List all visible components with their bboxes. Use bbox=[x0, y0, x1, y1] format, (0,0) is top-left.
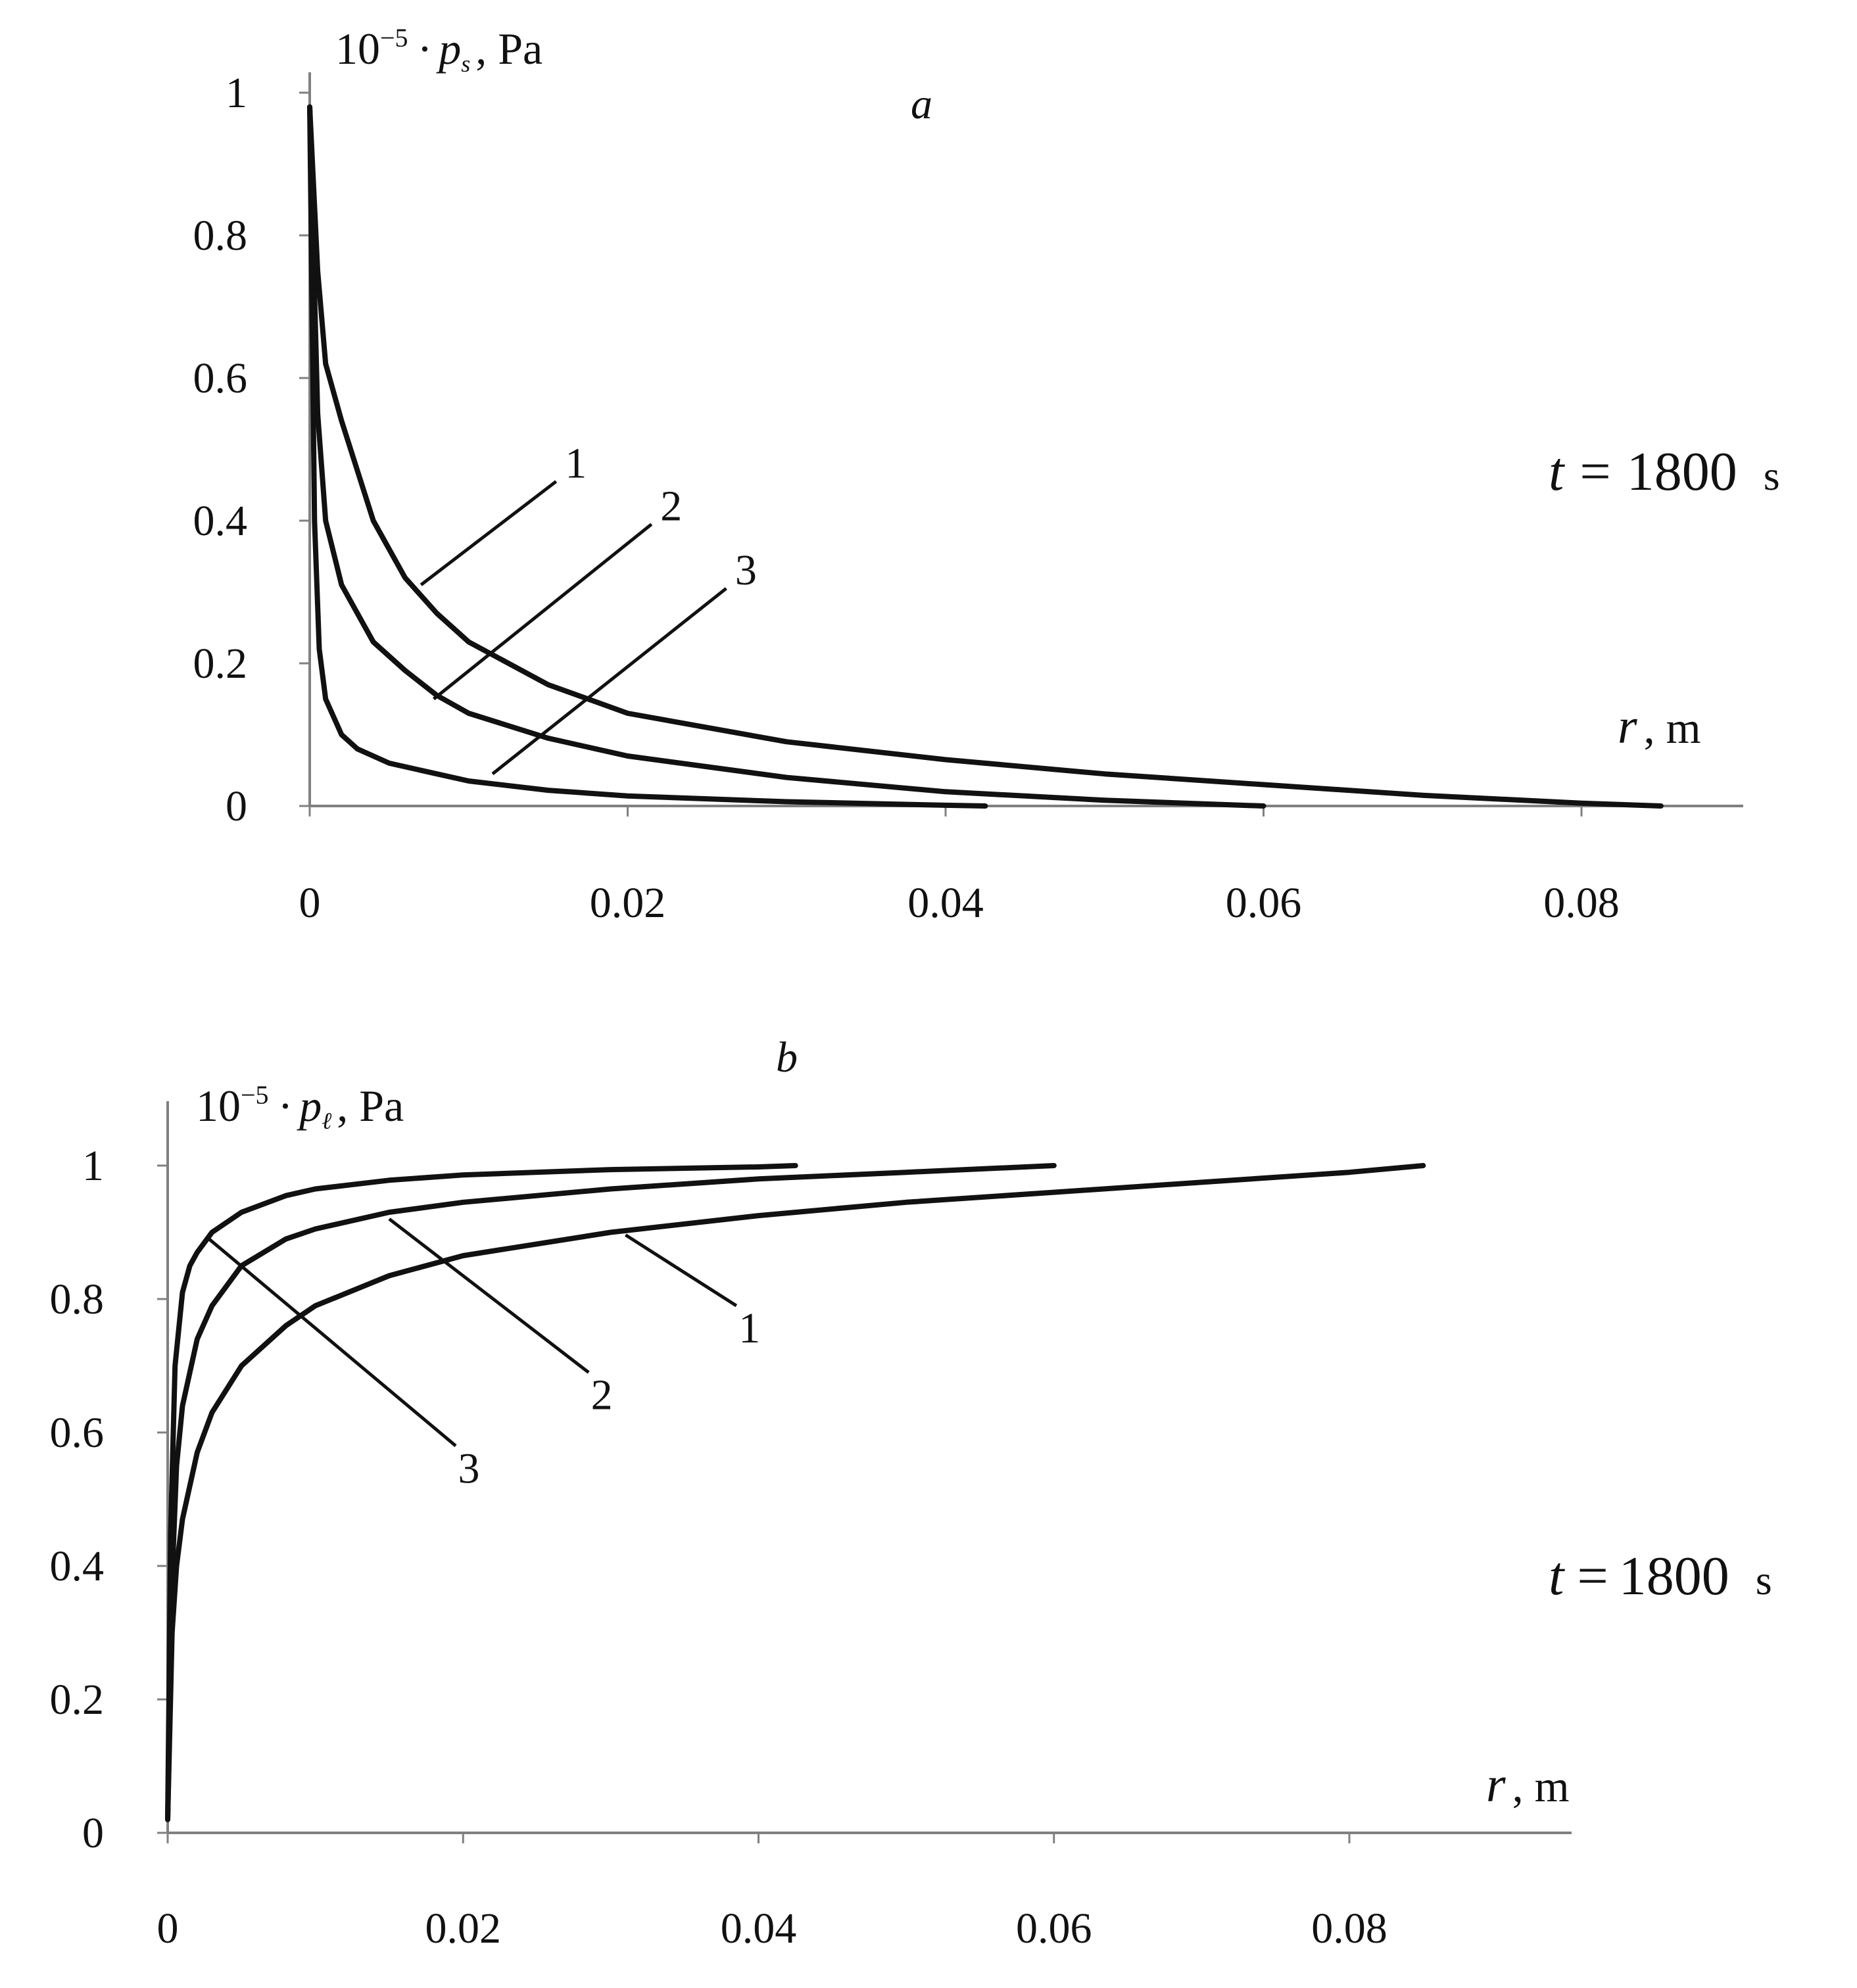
panel-a-axes bbox=[308, 72, 1743, 807]
panel-a-leader-lines: 1 2 3 bbox=[420, 439, 757, 776]
y-tick-label: 0.6 bbox=[193, 354, 248, 402]
panel-b-letter: b bbox=[776, 1033, 798, 1081]
leader-line-2 bbox=[388, 1218, 590, 1374]
x-tick-label: 0.02 bbox=[590, 879, 666, 927]
series-2-line bbox=[165, 1163, 1057, 1822]
y-tick-label: 0.4 bbox=[50, 1542, 105, 1590]
panel-b-time-annotation: t = 1800 s bbox=[1549, 1546, 1772, 1607]
panel-b-axes bbox=[166, 1101, 1572, 1834]
panel-a-ticks: 0 0.2 0.4 0.6 0.8 1 0 0.02 0.04 0.06 0.08 bbox=[193, 69, 1620, 927]
x-tick-label: 0.06 bbox=[1016, 1905, 1092, 1952]
x-tick-label: 0.08 bbox=[1543, 879, 1620, 927]
y-tick-label: 0.2 bbox=[193, 640, 248, 688]
y-tick-label: 0.8 bbox=[50, 1275, 105, 1323]
panel-a-curves bbox=[307, 104, 1664, 809]
series-label-2: 2 bbox=[660, 482, 682, 530]
x-tick-label: 0 bbox=[299, 879, 321, 927]
panel-b-xlabel: r, m bbox=[1486, 1757, 1569, 1812]
series-1-line bbox=[165, 1163, 1426, 1822]
y-tick-label: 1 bbox=[226, 69, 247, 117]
panel-a-letter: a bbox=[911, 80, 932, 128]
y-tick-label: 0 bbox=[82, 1809, 104, 1857]
series-3-line bbox=[165, 1163, 798, 1822]
leader-line-3 bbox=[491, 587, 727, 776]
panel-b-chart: 0 0.2 0.4 0.6 0.8 1 0 0.02 0.04 0.06 0.08 1 2 3 b 10… bbox=[50, 1033, 1772, 1952]
panel-a-xlabel: r, m bbox=[1618, 699, 1700, 754]
series-label-3: 3 bbox=[458, 1444, 480, 1492]
x-tick-label: 0.08 bbox=[1311, 1905, 1387, 1952]
series-label-2: 2 bbox=[591, 1371, 613, 1419]
x-tick-label: 0.04 bbox=[721, 1905, 797, 1952]
y-tick-label: 0.8 bbox=[193, 212, 248, 260]
panel-b-ticks: 0 0.2 0.4 0.6 0.8 1 0 0.02 0.04 0.06 0.08 bbox=[50, 1142, 1387, 1952]
leader-line-3 bbox=[208, 1237, 457, 1448]
leader-line-1 bbox=[624, 1233, 738, 1308]
y-tick-label: 0.4 bbox=[193, 497, 248, 545]
y-tick-label: 0.6 bbox=[50, 1409, 105, 1457]
y-tick-label: 0.2 bbox=[50, 1676, 105, 1724]
panel-a-chart: 0 0.2 0.4 0.6 0.8 1 0 0.02 0.04 0.06 0.08 1 2 3 10−5… bbox=[193, 23, 1780, 927]
panel-a-ylabel: 10−5 · ps, Pa bbox=[335, 23, 543, 77]
series-1-line bbox=[307, 104, 1664, 809]
series-label-3: 3 bbox=[735, 546, 757, 594]
series-label-1: 1 bbox=[738, 1304, 760, 1352]
panel-a-time-annotation: t = 1800 s bbox=[1549, 441, 1780, 502]
panel-b-ylabel: 10−5 · pℓ, Pa bbox=[196, 1080, 404, 1134]
series-3-line bbox=[307, 104, 988, 809]
leader-line-1 bbox=[420, 480, 558, 586]
y-tick-label: 1 bbox=[82, 1142, 104, 1190]
series-2-line bbox=[307, 104, 1266, 809]
x-tick-label: 0.06 bbox=[1226, 879, 1302, 927]
leader-line-2 bbox=[433, 523, 653, 701]
panel-b-curves bbox=[165, 1163, 1426, 1822]
x-tick-label: 0.04 bbox=[907, 879, 984, 927]
x-tick-label: 0 bbox=[157, 1905, 179, 1952]
x-tick-label: 0.02 bbox=[425, 1905, 502, 1952]
series-label-1: 1 bbox=[565, 439, 587, 487]
panel-b-leader-lines: 1 2 3 bbox=[208, 1218, 760, 1492]
y-tick-label: 0 bbox=[226, 782, 247, 830]
